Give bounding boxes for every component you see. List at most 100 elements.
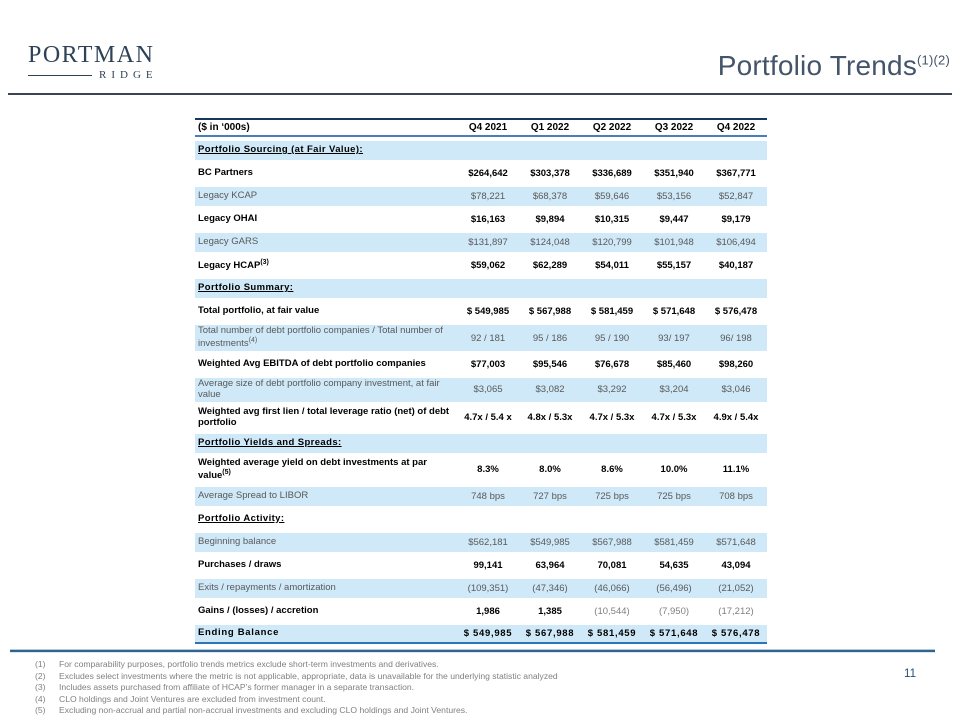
cell-value: (56,496) [643,578,705,598]
cell-value: (46,066) [581,578,643,598]
row-label: Weighted avg first lien / total leverage… [195,405,457,430]
cell-value: $78,221 [457,187,519,206]
section-label: Portfolio Summary: [198,282,294,294]
cell-value: (109,351) [457,578,519,598]
column-header-q2-2022: Q2 2022 [581,118,643,137]
cell-value: $ 567,988 [519,624,581,644]
cell-value: $16,163 [457,210,519,229]
row-label: Purchases / draws [195,555,457,575]
table-row-ending-balance: Ending Balance $ 549,985 $ 567,988 $ 581… [195,624,767,644]
section-label: Portfolio Yields and Spreads: [198,436,342,448]
logo-primary-text: PORTMAN [28,42,155,68]
cell-value: $106,494 [705,233,767,252]
cell-value: $77,003 [457,355,519,374]
cell-value: 1,385 [519,601,581,621]
cell-value: 96/ 198 [705,325,767,351]
footnote-1: (1) For comparability purposes, portfoli… [35,659,558,671]
cell-value: $62,289 [519,256,581,275]
logo-secondary-text: RIDGE [99,69,158,81]
cell-value: 725 bps [581,486,643,506]
footnote-text: Excludes select investments where the me… [59,670,558,681]
row-label: Total number of debt portfolio companies… [198,325,443,350]
cell-value: (7,950) [658,605,690,617]
footnote-number: (2) [35,670,46,681]
footnote-ref: (5) [222,468,231,476]
cell-value: $ 576,478 [705,302,767,321]
column-header-q4-2022: Q4 2022 [705,118,767,137]
table-row-legacy-hcap: Legacy HCAP(3) $59,062 $62,289 $54,011 $… [195,256,767,275]
cell-value: $ 581,459 [581,302,643,321]
logo-secondary-row: RIDGE [28,69,158,81]
cell-value: $549,985 [519,532,581,552]
row-label: BC Partners [195,164,457,183]
footnote-number: (3) [35,682,46,693]
section-row-portfolio-yields: Portfolio Yields and Spreads: [195,433,767,453]
page-title-footnote-refs: (1)(2) [917,52,950,68]
cell-value: $3,046 [705,378,767,402]
cell-value: $98,260 [705,355,767,374]
row-label: Legacy HCAP [198,260,261,272]
cell-value: (10,544) [594,605,630,617]
page-title: Portfolio Trends(1)(2) [718,50,950,82]
cell-value: $3,082 [519,378,581,402]
table-row-exits-repayments: Exits / repayments / amortization (109,3… [195,578,767,598]
column-header-q3-2022: Q3 2022 [643,118,705,137]
footnote-number: (1) [35,659,46,669]
cell-value: $581,459 [643,532,705,552]
cell-value: $ 549,985 [457,302,519,321]
portfolio-trends-table-container: ($ in ‘000s) Q4 2021 Q1 2022 Q2 2022 Q3 … [195,114,767,648]
table-row-legacy-kcap: Legacy KCAP $78,221 $68,378 $59,646 $53,… [195,187,767,206]
cell-value: 95 / 186 [519,325,581,351]
cell-value: 4.7x / 5.3x [643,405,705,430]
cell-value: $264,642 [457,164,519,183]
cell-value: $101,948 [643,233,705,252]
cell-value: (17,212) [718,605,754,617]
cell-value: 11.1% [705,456,767,483]
cell-value: $3,065 [457,378,519,402]
row-label: Exits / repayments / amortization [195,578,457,598]
cell-value: $54,011 [581,256,643,275]
cell-value: 708 bps [705,486,767,506]
section-row-portfolio-sourcing: Portfolio Sourcing (at Fair Value): [195,141,767,160]
cell-value: $68,378 [519,187,581,206]
cell-value: 8.3% [457,456,519,483]
cell-value: 4.7x / 5.3x [581,405,643,430]
footnote-4: (4) CLO holdings and Joint Ventures are … [35,694,558,706]
table-row-leverage-ratio: Weighted avg first lien / total leverage… [195,405,767,430]
cell-value: $9,447 [643,210,705,229]
row-label: Weighted average yield on debt investmen… [198,456,427,481]
cell-value: $ 571,648 [643,624,705,644]
section-row-portfolio-summary: Portfolio Summary: [195,279,767,298]
cell-value: $59,062 [457,256,519,275]
cell-value: (47,346) [519,578,581,598]
table-row-total-companies-investments: Total number of debt portfolio companies… [195,325,767,351]
cell-value: $3,204 [643,378,705,402]
row-label: Gains / (losses) / accretion [195,601,457,621]
footnotes: (1) For comparability purposes, portfoli… [35,659,558,717]
cell-value: 70,081 [581,555,643,575]
cell-value: $562,181 [457,532,519,552]
portman-ridge-logo: PORTMAN RIDGE [28,42,158,81]
footnote-number: (4) [35,693,46,704]
table-row-gains-losses: Gains / (losses) / accretion 1,986 1,385… [195,601,767,621]
table-row-weighted-avg-ebitda: Weighted Avg EBITDA of debt portfolio co… [195,355,767,374]
row-label: Average size of debt portfolio company i… [195,378,457,402]
row-label: Average Spread to LIBOR [195,486,457,506]
section-label: Portfolio Sourcing (at Fair Value): [198,144,363,156]
header-divider [8,93,952,95]
cell-value: 1,986 [457,601,519,621]
cell-value: $9,894 [519,210,581,229]
table-row-bc-partners: BC Partners $264,642 $303,378 $336,689 $… [195,164,767,183]
footnote-number: (5) [35,705,46,716]
footnote-text: Excluding non-accrual and partial non-ac… [59,705,468,716]
cell-value: 748 bps [457,486,519,506]
cell-value: 93/ 197 [643,325,705,351]
portfolio-trends-table: ($ in ‘000s) Q4 2021 Q1 2022 Q2 2022 Q3 … [195,114,767,648]
cell-value: $303,378 [519,164,581,183]
cell-value: $124,048 [519,233,581,252]
cell-value: $ 567,988 [519,302,581,321]
cell-value: $ 571,648 [643,302,705,321]
cell-value: $76,678 [581,355,643,374]
footnote-text: Includes assets purchased from affiliate… [59,682,415,693]
row-label: Legacy GARS [195,233,457,252]
